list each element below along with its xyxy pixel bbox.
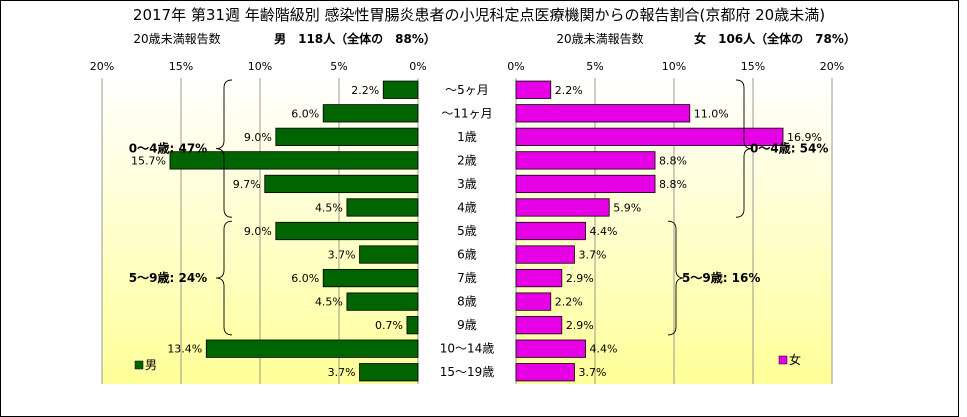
data-label-female: 2.9%	[566, 319, 594, 332]
tick-label-female: 15%	[741, 60, 765, 73]
data-label-female: 2.9%	[566, 272, 594, 285]
bar-female	[515, 316, 563, 335]
category-label: 5歳	[457, 224, 477, 238]
tick-label-female: 5%	[586, 60, 603, 73]
category-label: 4歳	[457, 200, 477, 214]
bar-female	[515, 363, 575, 382]
data-label-male: 3.7%	[328, 366, 356, 379]
bar-female	[515, 80, 552, 99]
data-label-female: 3.7%	[578, 249, 606, 262]
category-label: 3歳	[457, 177, 477, 191]
group-label-male: 5～9歳: 24%	[129, 270, 207, 285]
legend-label-female: 女	[789, 352, 801, 367]
data-label-male: 6.0%	[291, 272, 319, 285]
category-label: 6歳	[457, 248, 477, 262]
bar-male	[359, 363, 419, 382]
legend-swatch-female	[778, 355, 788, 365]
bar-male	[264, 174, 419, 194]
data-label-male: 3.7%	[328, 249, 356, 262]
data-label-male: 4.5%	[315, 296, 343, 309]
bar-male	[275, 127, 419, 146]
age-group-braces: 0～4歳: 47% 5～9歳: 24% 0～4歳: 54% 5～9歳: 16%	[129, 79, 828, 336]
data-labels: 2.2% 2.2% 6.0% 11.0% 9.0% 16.9% 15.7% 8.8% 9.7% 8…	[131, 84, 822, 379]
data-label-female: 8.8%	[659, 178, 687, 191]
group-label-female: 0～4歳: 54%	[750, 141, 828, 156]
bar-female	[515, 339, 586, 358]
bar-female	[515, 174, 656, 194]
category-label: 9歳	[457, 318, 477, 332]
category-label: ～5ヶ月	[445, 83, 489, 97]
data-label-male: 9.7%	[233, 178, 261, 191]
group-label-male: 0～4歳: 47%	[129, 141, 207, 156]
data-label-female: 2.2%	[555, 296, 583, 309]
brace-male	[215, 220, 233, 336]
bar-male	[205, 339, 419, 358]
category-label: 7歳	[457, 271, 477, 285]
data-label-female: 16.9%	[787, 131, 822, 144]
bar-male	[169, 151, 419, 170]
bar-male	[382, 80, 419, 99]
female-header-value: 女 106人（全体の 78%）	[694, 31, 856, 46]
data-label-male: 6.0%	[291, 107, 319, 120]
category-label: 1歳	[457, 130, 477, 144]
tick-label-female: 20%	[820, 60, 844, 73]
bar-female	[515, 127, 784, 146]
bar-female	[515, 245, 575, 264]
bar-male	[406, 316, 419, 335]
tick-label-male: 10%	[248, 60, 272, 73]
bar-male	[322, 268, 419, 288]
data-label-female: 8.8%	[659, 154, 687, 167]
category-label: 2歳	[457, 153, 477, 167]
brace-female	[735, 79, 753, 218]
tick-label-male: 15%	[169, 60, 193, 73]
data-label-female: 3.7%	[578, 366, 606, 379]
bar-male	[346, 292, 419, 311]
bar-female	[515, 198, 610, 217]
female-header-label: 20歳未満報告数	[556, 31, 643, 46]
group-label-female: 5～9歳: 16%	[682, 270, 760, 285]
category-labels: ～5ヶ月 ～11ヶ月 1歳 2歳 3歳 4歳 5歳 6歳 7歳 8歳 9歳 10～14歳 15～19歳	[440, 83, 495, 379]
bar-male	[275, 221, 419, 241]
bar-female	[515, 104, 691, 123]
data-label-male: 9.0%	[244, 131, 272, 144]
legend-label-male: 男	[145, 358, 157, 372]
data-label-male: 13.4%	[167, 343, 202, 356]
tick-label-male: 0%	[409, 60, 426, 73]
bar-male	[346, 198, 419, 217]
tick-label-male: 20%	[90, 60, 114, 73]
data-label-male: 4.5%	[315, 201, 343, 214]
tick-label-female: 0%	[507, 60, 524, 73]
bar-male	[359, 245, 419, 264]
data-label-female: 4.4%	[590, 343, 618, 356]
data-label-male: 15.7%	[131, 154, 166, 167]
bars	[169, 80, 784, 382]
data-label-male: 9.0%	[244, 225, 272, 238]
data-label-female: 4.4%	[590, 225, 618, 238]
data-label-female: 5.9%	[613, 201, 641, 214]
data-label-female: 2.2%	[555, 84, 583, 97]
category-label: 15～19歳	[440, 365, 495, 379]
bar-female	[515, 151, 656, 170]
male-header-value: 男 118人（全体の 88%）	[274, 31, 436, 46]
legend-swatch-male	[134, 360, 144, 370]
brace-female	[667, 220, 685, 336]
data-label-female: 11.0%	[694, 107, 729, 120]
bar-female	[515, 221, 586, 241]
category-label: 10～14歳	[440, 342, 495, 356]
category-label: 8歳	[457, 295, 477, 309]
bar-female	[515, 268, 563, 288]
chart-title: 2017年 第31週 年齢階級別 感染性胃腸炎患者の小児科定点医療機関からの報告…	[133, 6, 825, 24]
bar-female	[515, 292, 552, 311]
data-label-male: 0.7%	[375, 319, 403, 332]
data-label-male: 2.2%	[351, 84, 379, 97]
brace-male	[215, 79, 233, 218]
tick-label-female: 10%	[662, 60, 686, 73]
tick-label-male: 5%	[330, 60, 347, 73]
male-header-label: 20歳未満報告数	[133, 31, 220, 46]
category-label: ～11ヶ月	[441, 106, 492, 120]
axis-tick-labels: 20% 15% 10% 5% 0% 0% 5% 10% 15% 20%	[90, 60, 844, 73]
bar-male	[322, 104, 419, 123]
